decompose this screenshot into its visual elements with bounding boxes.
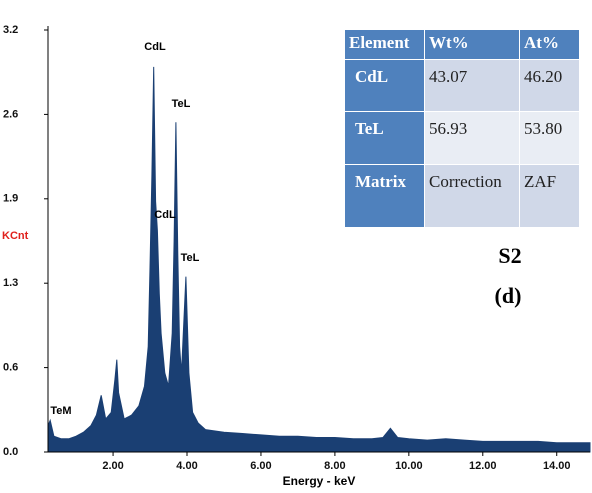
table-cell-text: CdL: [355, 67, 388, 86]
table-cell: [425, 112, 519, 164]
table-cell-text: Matrix: [355, 172, 406, 191]
table-cell: [345, 112, 424, 164]
x-tick-label: 10.00: [395, 460, 423, 472]
table-cell-text: Correction: [429, 172, 502, 191]
x-tick-label: 8.00: [324, 460, 345, 472]
table-cell: [520, 30, 579, 59]
x-tick-label: 14.00: [543, 460, 571, 472]
y-tick-label: 3.2: [3, 24, 18, 36]
panel-label: (d): [495, 283, 522, 308]
table-cell-text: 53.80: [524, 119, 562, 138]
x-tick-label: 4.00: [176, 460, 197, 472]
table-cell: [345, 30, 424, 59]
x-tick-label: 6.00: [250, 460, 271, 472]
table-cell: [345, 165, 424, 227]
table-header: At%: [524, 33, 559, 52]
table-cell-text: 43.07: [429, 67, 468, 86]
table-cell-text: 46.20: [524, 67, 562, 86]
spectrum-area: [47, 66, 591, 453]
table-cell: [425, 30, 519, 59]
peak-label: TeL: [172, 98, 191, 110]
table-cell: [520, 165, 579, 227]
y-tick-label: 0.0: [3, 446, 18, 458]
peak-label: CdL: [154, 209, 176, 221]
y-tick-label: 1.3: [3, 277, 18, 289]
table-header: Element: [349, 33, 410, 52]
y-axis-label: KCnt: [2, 230, 29, 242]
peak-label: TeM: [50, 405, 71, 417]
table-cell-text: 56.93: [429, 119, 467, 138]
peak-label: CdL: [144, 41, 166, 53]
table-cell: [520, 60, 579, 111]
table-cell: [425, 165, 519, 227]
table-cell: [425, 60, 519, 111]
x-tick-label: 2.00: [102, 460, 123, 472]
y-tick-label: 1.9: [3, 193, 18, 205]
table-cell-text: TeL: [355, 119, 384, 138]
peak-label: TeL: [181, 252, 200, 264]
table-cell: [345, 60, 424, 111]
x-axis-label: Energy - keV: [283, 474, 356, 488]
x-tick-label: 12.00: [469, 460, 497, 472]
sample-label: S2: [498, 243, 521, 268]
table-cell-text: ZAF: [524, 172, 556, 191]
table-header: Wt%: [429, 33, 469, 52]
y-tick-label: 2.6: [3, 108, 18, 120]
table-cell: [520, 112, 579, 164]
y-tick-label: 0.6: [3, 362, 18, 374]
